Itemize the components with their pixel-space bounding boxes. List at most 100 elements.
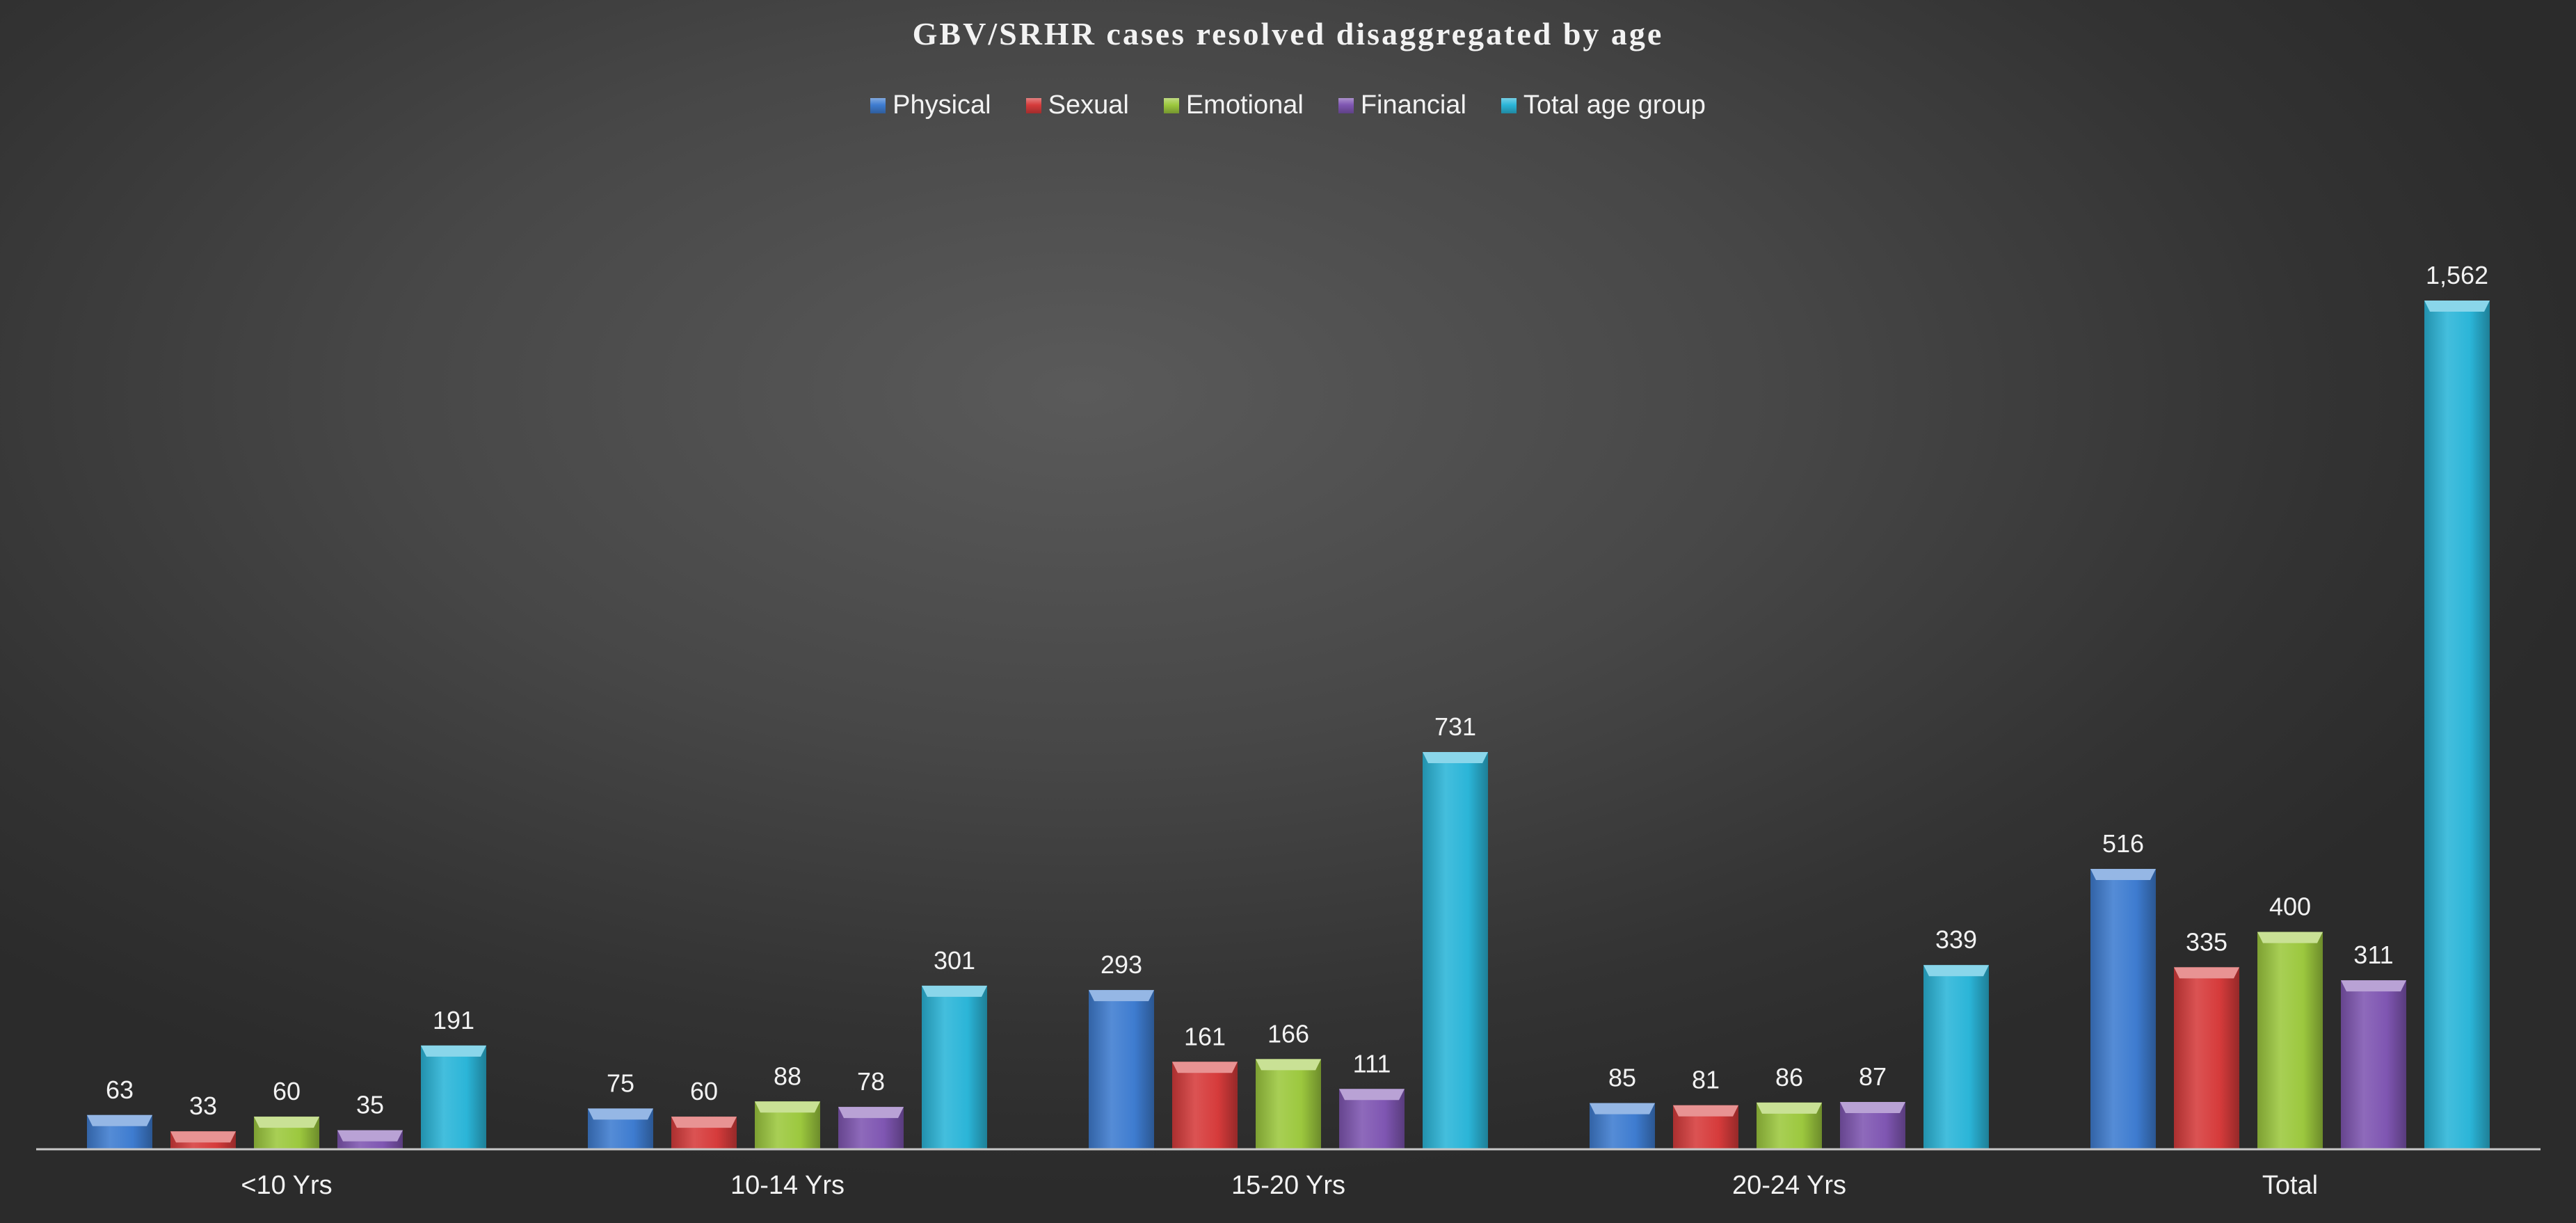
data-label-sexual-10-yrs: 33 xyxy=(189,1092,217,1120)
legend-item-total-age-group: Total age group xyxy=(1501,90,1706,120)
bar-bevel xyxy=(1089,990,1154,1002)
bar-bevel xyxy=(1840,1102,1905,1114)
bar-body xyxy=(922,985,987,1149)
bar-bevel xyxy=(1757,1102,1822,1114)
legend-label: Financial xyxy=(1360,90,1466,120)
bar-bevel xyxy=(1172,1062,1238,1073)
bar-body xyxy=(2174,967,2239,1149)
bar-emotional-10-yrs xyxy=(254,1117,319,1149)
data-label-emotional-20-24-yrs: 86 xyxy=(1775,1063,1803,1092)
bar-physical-10-yrs xyxy=(87,1114,152,1149)
data-label-physical-total: 516 xyxy=(2102,829,2144,858)
legend-item-physical: Physical xyxy=(870,90,991,120)
data-label-total-age-group-15-20-yrs: 731 xyxy=(1434,712,1476,741)
x-tick-label-total: Total xyxy=(2262,1171,2318,1200)
bar-bevel xyxy=(170,1131,236,1143)
bar-body xyxy=(2424,301,2490,1149)
bar-body xyxy=(1423,752,1488,1149)
bar-body xyxy=(1923,965,1989,1149)
legend-label: Emotional xyxy=(1185,90,1304,120)
x-tick-label-15-20-yrs: 15-20 Yrs xyxy=(1231,1171,1345,1200)
bar-bevel xyxy=(755,1101,820,1113)
bar-bevel xyxy=(838,1107,904,1119)
bar-financial-total xyxy=(2341,980,2406,1149)
bar-emotional-15-20-yrs xyxy=(1256,1059,1321,1149)
bar-bevel xyxy=(337,1130,403,1142)
bar-bevel xyxy=(2174,967,2239,979)
data-label-sexual-10-14-yrs: 60 xyxy=(690,1077,718,1105)
bar-total-age-group-10-14-yrs xyxy=(922,985,987,1149)
bar-emotional-total xyxy=(2257,932,2323,1149)
bar-body xyxy=(421,1045,486,1149)
bar-bevel xyxy=(1339,1089,1405,1101)
bar-body xyxy=(2341,980,2406,1149)
data-label-physical-10-yrs: 63 xyxy=(106,1076,134,1104)
data-label-total-age-group-20-24-yrs: 339 xyxy=(1935,925,1977,954)
bar-bevel xyxy=(2424,301,2490,312)
data-label-emotional-10-yrs: 60 xyxy=(273,1077,301,1105)
data-label-financial-10-14-yrs: 78 xyxy=(857,1067,885,1096)
chart-title: GBV/SRHR cases resolved disaggregated by… xyxy=(912,16,1664,51)
bar-financial-10-14-yrs xyxy=(838,1107,904,1149)
category-labels-group: <10 Yrs 10-14 Yrs 15-20 Yrs 20-24 Yrs Total xyxy=(241,1171,2318,1200)
bars-group xyxy=(87,301,2490,1149)
bar-physical-20-24-yrs xyxy=(1590,1103,1655,1149)
bar-bevel xyxy=(1673,1105,1738,1117)
x-tick-label-20-24-yrs: 20-24 Yrs xyxy=(1732,1171,1846,1200)
legend-item-financial: Financial xyxy=(1338,90,1466,120)
bar-physical-total xyxy=(2090,868,2156,1149)
bar-total-age-group-10-yrs xyxy=(421,1045,486,1149)
bar-bevel xyxy=(1423,752,1488,764)
data-label-financial-15-20-yrs: 111 xyxy=(1353,1049,1391,1078)
legend: Physical Sexual Emotional Financial Total ag… xyxy=(0,90,2576,120)
legend-swatch-sexual xyxy=(1025,97,1041,113)
bar-bevel xyxy=(2341,980,2406,992)
bar-financial-10-yrs xyxy=(337,1130,403,1149)
bar-emotional-10-14-yrs xyxy=(755,1101,820,1149)
legend-label: Physical xyxy=(893,90,991,120)
data-label-sexual-15-20-yrs: 161 xyxy=(1184,1022,1226,1050)
data-label-financial-total: 311 xyxy=(2353,941,2393,969)
bar-total-age-group-20-24-yrs xyxy=(1923,965,1989,1149)
bar-physical-10-14-yrs xyxy=(588,1108,653,1149)
data-label-total-age-group-10-14-yrs: 301 xyxy=(934,946,975,975)
legend-label: Total age group xyxy=(1523,90,1706,120)
data-label-sexual-20-24-yrs: 81 xyxy=(1692,1066,1720,1094)
data-labels-group: 63 33 60 35 191 75 60 88 78 301 293 161 166 111 731 85 8… xyxy=(106,261,2488,1120)
legend-item-sexual: Sexual xyxy=(1025,90,1129,120)
bar-financial-20-24-yrs xyxy=(1840,1102,1905,1149)
bar-bevel xyxy=(588,1108,653,1120)
data-label-emotional-total: 400 xyxy=(2269,893,2311,921)
bar-bevel xyxy=(2090,868,2156,880)
data-label-emotional-10-14-yrs: 88 xyxy=(774,1062,801,1090)
x-tick-label-10-14-yrs: 10-14 Yrs xyxy=(730,1171,845,1200)
bar-bevel xyxy=(922,985,987,997)
bar-body xyxy=(2257,932,2323,1149)
data-label-physical-15-20-yrs: 293 xyxy=(1101,950,1142,979)
bar-bevel xyxy=(671,1117,737,1128)
bar-sexual-15-20-yrs xyxy=(1172,1062,1238,1149)
legend-item-emotional: Emotional xyxy=(1163,90,1304,120)
legend-label: Sexual xyxy=(1048,90,1129,120)
bar-physical-15-20-yrs xyxy=(1089,990,1154,1149)
legend-swatch-financial xyxy=(1338,97,1354,113)
data-label-financial-10-yrs: 35 xyxy=(356,1091,384,1119)
legend-swatch-total-age-group xyxy=(1501,97,1517,113)
legend-swatch-emotional xyxy=(1163,97,1179,113)
bar-body xyxy=(1172,1062,1238,1149)
data-label-physical-20-24-yrs: 85 xyxy=(1608,1064,1636,1092)
bar-bevel xyxy=(87,1114,152,1126)
bar-bevel xyxy=(2257,932,2323,943)
bar-body xyxy=(1089,990,1154,1149)
data-label-sexual-total: 335 xyxy=(2186,927,2227,956)
bar-sexual-10-yrs xyxy=(170,1131,236,1149)
bar-bevel xyxy=(1256,1059,1321,1071)
x-tick-label-10-yrs: <10 Yrs xyxy=(241,1171,332,1200)
bar-bevel xyxy=(421,1045,486,1057)
bar-body xyxy=(2090,868,2156,1149)
bar-sexual-20-24-yrs xyxy=(1673,1105,1738,1149)
bar-total-age-group-total xyxy=(2424,301,2490,1149)
data-label-financial-20-24-yrs: 87 xyxy=(1859,1062,1887,1091)
bar-body xyxy=(1256,1059,1321,1149)
